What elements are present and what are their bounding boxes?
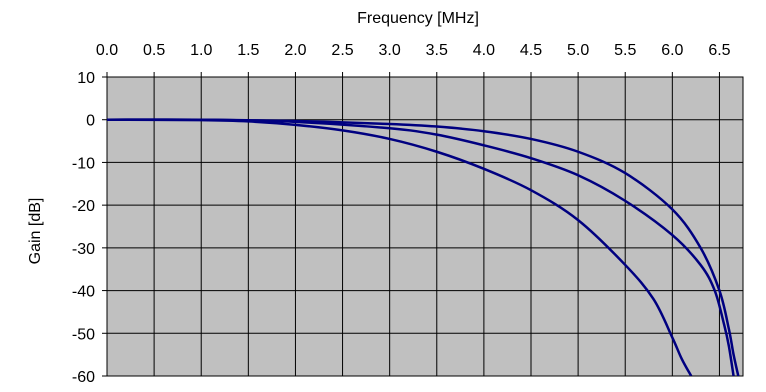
x-tick-label: 4.5 xyxy=(520,42,542,59)
y-tick-label: -20 xyxy=(72,198,95,215)
x-tick-label: 5.5 xyxy=(614,42,636,59)
x-tick-label: 4.0 xyxy=(473,42,495,59)
plot-background xyxy=(107,77,743,376)
x-tick-label: 0.0 xyxy=(96,42,118,59)
x-tick-label: 1.5 xyxy=(237,42,259,59)
x-tick-label: 0.5 xyxy=(143,42,165,59)
y-tick-label: -50 xyxy=(72,326,95,343)
y-tick-label: 0 xyxy=(86,113,95,130)
y-axis-label: Gain [dB] xyxy=(27,198,44,265)
x-tick-label: 1.0 xyxy=(190,42,212,59)
x-axis-label: Frequency [MHz] xyxy=(357,10,479,27)
y-tick-label: -40 xyxy=(72,284,95,301)
series-line-2 xyxy=(107,118,735,376)
x-tick-label: 6.5 xyxy=(708,42,730,59)
x-tick-label: 6.0 xyxy=(661,42,683,59)
plot-frame xyxy=(106,76,744,377)
plot-area xyxy=(102,72,744,377)
x-tick-label: 3.0 xyxy=(379,42,401,59)
x-tick-label: 2.5 xyxy=(331,42,353,59)
x-tick-label: 2.0 xyxy=(284,42,306,59)
x-tick-label: 3.5 xyxy=(426,42,448,59)
y-tick-label: -60 xyxy=(72,369,95,386)
series-line-3 xyxy=(107,118,693,376)
x-tick-label: 5.0 xyxy=(567,42,589,59)
y-tick-label: -10 xyxy=(72,155,95,172)
y-tick-label: -30 xyxy=(72,241,95,258)
y-tick-label: 10 xyxy=(77,70,95,87)
